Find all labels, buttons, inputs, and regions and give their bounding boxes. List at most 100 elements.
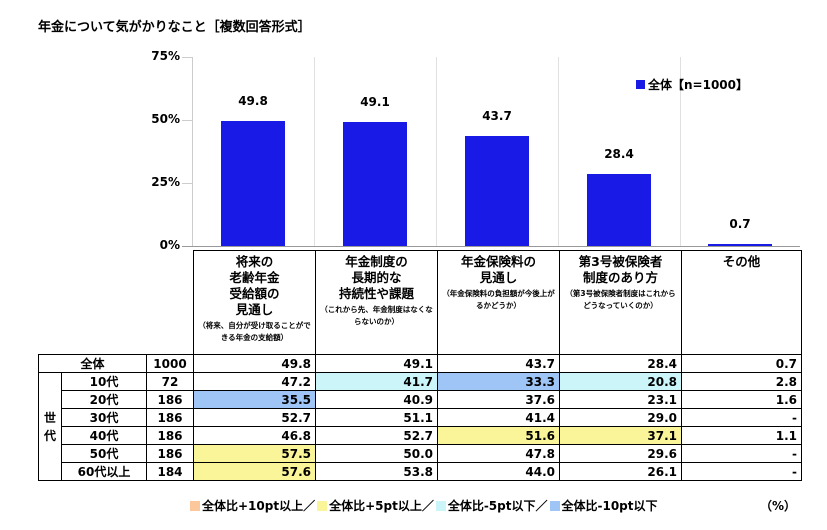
table-cell: 51.6: [437, 426, 560, 445]
footnote-swatch: [435, 500, 446, 511]
row-n: 186: [146, 408, 194, 427]
table-row: 30代 186 52.7 51.1 41.4 29.0-: [39, 408, 802, 427]
header-line: 見通し: [479, 270, 518, 285]
unit-label: （%）: [760, 499, 797, 513]
row-n: 186: [146, 390, 194, 409]
column-header: 第3号被保険者 制度のあり方 （第3号被保険者制度はこれからどうなっていくのか）: [559, 250, 682, 355]
table-cell: -: [681, 408, 802, 427]
table-cell: 49.8: [193, 354, 316, 373]
column-header: その他: [681, 250, 802, 355]
y-tick-label: 75%: [151, 49, 180, 63]
table-cell: 40.9: [315, 390, 438, 409]
row-n: 1000: [146, 354, 194, 373]
column-divider: [314, 57, 315, 246]
bar: [587, 174, 651, 246]
table-cell: 50.0: [315, 444, 438, 463]
table-row: 60代以上 184 57.6 53.8 44.0 26.1-: [39, 462, 802, 481]
bar-value-label: 28.4: [604, 147, 634, 162]
table-cell: -: [681, 462, 802, 481]
footnote-swatch: [549, 500, 560, 511]
header-note: （将来、自分が受け取ることができる年金の支給額）: [198, 321, 311, 342]
bar-value-label: 43.7: [482, 108, 512, 123]
column-divider: [680, 57, 681, 246]
table-cell: 52.7: [315, 426, 438, 445]
legend-label: 全体【n=1000】: [648, 78, 748, 92]
table-cell: 26.1: [559, 462, 682, 481]
table-cell: 35.5: [193, 390, 316, 409]
table-cell: 2.8: [681, 372, 802, 391]
row-n: 186: [146, 444, 194, 463]
row-label: 全体: [38, 354, 147, 373]
header-line: 長期的な: [351, 270, 402, 285]
header-note: （第3号被保険者制度はこれからどうなっていくのか）: [565, 289, 676, 310]
footnote-label: 全体比+5pt以上／: [329, 499, 434, 513]
header-line: 将来の: [235, 254, 274, 269]
table-cell: 37.6: [437, 390, 560, 409]
table-cell: 1.6: [681, 390, 802, 409]
table-cell: 43.7: [437, 354, 560, 373]
bar: [221, 120, 285, 246]
legend: 全体【n=1000】: [636, 76, 748, 93]
table-cell: 0.7: [681, 354, 802, 373]
row-label: 20代: [61, 390, 147, 409]
footnote-label: 全体比-5pt以下／: [447, 499, 548, 513]
table-row: 世代 10代 72 47.2 41.7 33.3 20.8 2.8: [38, 372, 802, 481]
header-line: 年金保険料の: [460, 254, 536, 269]
column-divider: [436, 57, 437, 246]
table-row: 20代 186 35.5 40.9 37.6 23.1 1.6: [39, 390, 802, 409]
header-line: 制度のあり方: [582, 270, 658, 285]
bar: [343, 122, 407, 246]
footnote-legend: 全体比+10pt以上／ 全体比+5pt以上／ 全体比-5pt以下／ 全体比-10pt以…: [190, 497, 658, 514]
y-tick-label: 25%: [151, 175, 180, 189]
row-n: 186: [146, 426, 194, 445]
header-line: 年金制度の: [345, 254, 408, 269]
bar: [708, 244, 772, 246]
column-header: 年金制度の 長期的な 持続性や課題 （これから先、年金制度はなくならないのか）: [315, 250, 438, 355]
header-line: 受給額の: [229, 286, 280, 301]
table-cell: 33.3: [437, 372, 560, 391]
table-row: 40代 186 46.8 52.7 51.6 37.1 1.1: [39, 426, 802, 445]
table-row: 全体 1000 49.8 49.1 43.7 28.4 0.7: [38, 354, 802, 373]
bar-value-label: 0.7: [729, 217, 751, 231]
footnote-label: 全体比-10pt以下: [561, 499, 658, 513]
table-cell: 29.6: [559, 444, 682, 463]
footnote-label: 全体比+10pt以上／: [202, 499, 316, 513]
table-cell: 51.1: [315, 408, 438, 427]
header-line: 老齢年金: [229, 270, 280, 285]
table-cell: 49.1: [315, 354, 438, 373]
header-line: 持続性や課題: [338, 286, 414, 301]
table-cell: 37.1: [559, 426, 682, 445]
plot-area: [192, 57, 801, 246]
table-cell: 29.0: [559, 408, 682, 427]
bar-value-label: 49.1: [360, 95, 390, 110]
bar: [465, 135, 529, 246]
table-cell: 57.6: [193, 462, 316, 481]
table-cell: 41.7: [315, 372, 438, 391]
header-note: （これから先、年金制度はなくならないのか）: [320, 305, 433, 326]
group-label: 世代: [38, 372, 62, 481]
table-cell: 28.4: [559, 354, 682, 373]
row-label: 40代: [61, 426, 147, 445]
table-cell: 41.4: [437, 408, 560, 427]
header-line: 見通し: [235, 302, 274, 317]
table-cell: 47.8: [437, 444, 560, 463]
table-cell: 47.2: [193, 372, 316, 391]
row-n: 72: [146, 372, 194, 391]
row-n: 184: [146, 462, 194, 481]
row-label: 30代: [61, 408, 147, 427]
gridline: [182, 120, 192, 121]
y-tick-label: 0%: [159, 238, 180, 252]
table-cell: 53.8: [315, 462, 438, 481]
bar-value-label: 49.8: [238, 93, 268, 108]
y-tick-label: 50%: [151, 112, 180, 126]
header-note: （年金保険料の負担額が今後上がるかどうか）: [442, 289, 555, 310]
table-cell: 20.8: [559, 372, 682, 391]
table-cell: 52.7: [193, 408, 316, 427]
column-header: 将来の 老齢年金 受給額の 見通し （将来、自分が受け取ることができる年金の支給額）: [193, 250, 316, 355]
table-cell: 57.5: [193, 444, 316, 463]
footnote-swatch: [317, 500, 328, 511]
gridline: [182, 183, 192, 184]
header-line: 第3号被保険者: [578, 254, 663, 269]
gridline: [182, 246, 800, 247]
footnote-swatch: [190, 500, 200, 511]
